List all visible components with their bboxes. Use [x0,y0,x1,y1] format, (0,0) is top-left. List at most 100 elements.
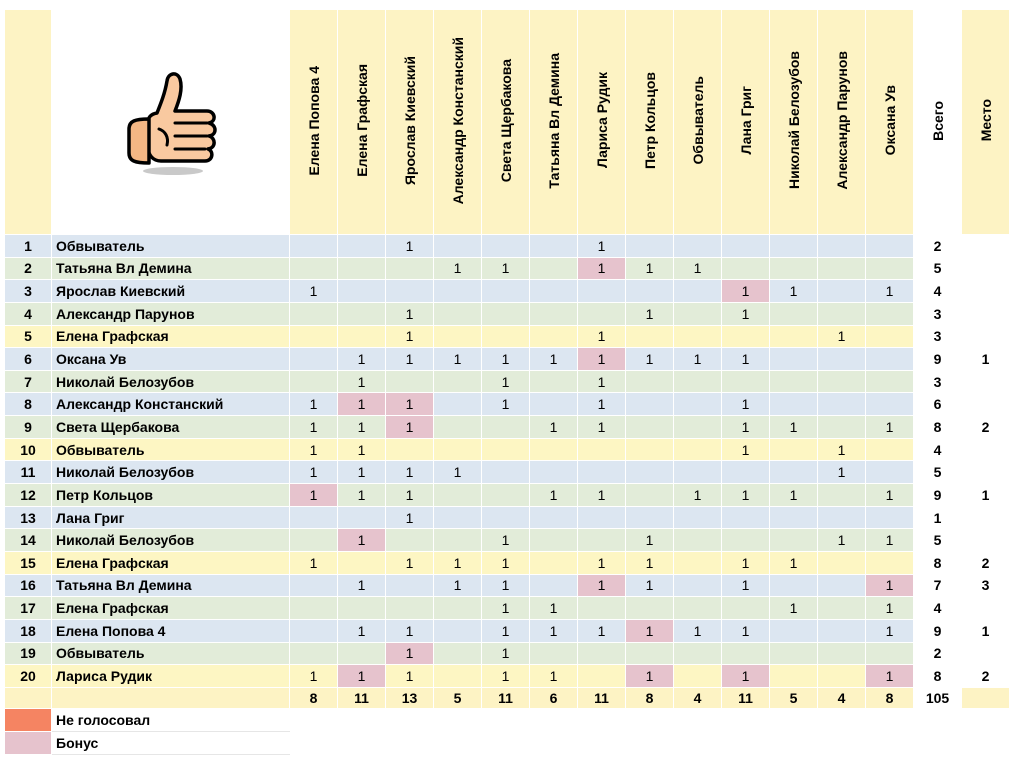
vote-cell: 1 [721,347,770,371]
vote-cell: 1 [673,483,722,507]
row-place: 3 [961,573,1010,598]
vote-cell: 1 [529,415,578,439]
vote-cell: 1 [433,256,482,281]
vote-cell: 1 [289,415,338,439]
vote-cell [433,279,482,303]
vote-cell [385,256,434,281]
vote-cell: 1 [481,369,530,394]
vote-cell [433,234,482,258]
vote-cell: 1 [385,392,434,417]
row-name: Обвыватель [51,641,290,666]
row-name: Николай Белозубов [51,528,290,552]
legend-swatch [4,730,52,755]
vote-cell: 1 [673,347,722,371]
vote-cell: 1 [481,641,530,666]
vote-cell [817,256,866,281]
row-name: Ярослав Киевский [51,279,290,303]
vote-cell [481,437,530,462]
vote-cell [481,234,530,258]
vote-cell: 1 [721,483,770,507]
vote-cell: 1 [865,483,914,507]
vote-cell: 1 [865,279,914,303]
row-number: 17 [4,596,52,620]
vote-cell: 1 [529,596,578,620]
vote-cell: 1 [721,279,770,303]
vote-cell [865,437,914,462]
legend-row: Бонус [4,730,1010,755]
vote-cell [481,301,530,326]
vote-cell [385,596,434,620]
vote-cell: 1 [625,347,674,371]
column-header: Света Щербакова [481,9,530,235]
vote-cell [721,324,770,349]
vote-cell [673,392,722,417]
vote-cell [769,324,818,349]
vote-cell [865,324,914,349]
column-header-label: Елена Графская [353,64,370,177]
vote-cell: 1 [385,324,434,349]
row-total: 8 [913,550,962,575]
vote-cell [337,279,386,303]
row-place [961,369,1010,394]
vote-cell [385,528,434,552]
vote-cell: 1 [289,392,338,417]
vote-cell [673,324,722,349]
vote-cell [625,483,674,507]
row-total: 3 [913,369,962,394]
vote-cell: 1 [337,460,386,485]
legend-label: Не голосовал [51,707,290,732]
row-name: Света Щербакова [51,415,290,439]
vote-cell [769,369,818,394]
vote-cell: 1 [481,664,530,688]
table-row: 12 Петр Кольцов 1 1 1 1 1 1 1 1 1 9 1 [4,483,1010,507]
vote-cell [577,528,626,552]
column-header-label: Елена Попова 4 [305,65,322,176]
vote-cell: 1 [481,347,530,371]
column-header: Ярослав Киевский [385,9,434,235]
vote-cell: 1 [625,301,674,326]
vote-cell: 1 [481,573,530,598]
row-total: 9 [913,618,962,643]
column-header-label: Николай Белозубов [785,51,802,190]
vote-cell: 1 [577,415,626,439]
vote-cell [289,369,338,394]
vote-cell: 1 [769,483,818,507]
legend-label: Бонус [51,730,290,755]
voting-table: Елена Попова 4 Елена Графская Ярослав Киев… [4,9,1010,755]
vote-cell [769,664,818,688]
vote-cell [865,641,914,666]
vote-cell: 1 [385,347,434,371]
column-header-label: Обвыватель [689,76,706,165]
row-total: 5 [913,528,962,552]
table-row: 7 Николай Белозубов 1 1 1 3 [4,369,1010,394]
vote-cell [769,505,818,530]
row-total: 2 [913,641,962,666]
vote-cell: 1 [529,618,578,643]
vote-cell [625,234,674,258]
vote-cell: 1 [577,392,626,417]
column-header-label: Ярослав Киевский [401,55,418,186]
vote-cell [769,618,818,643]
vote-cell [625,279,674,303]
row-number: 11 [4,460,52,485]
column-sum: 11 [481,686,530,709]
vote-cell [481,415,530,439]
vote-cell: 1 [481,550,530,575]
vote-cell [481,460,530,485]
row-place: 1 [961,618,1010,643]
vote-cell [337,301,386,326]
vote-cell: 1 [721,550,770,575]
vote-cell [337,550,386,575]
row-place [961,324,1010,349]
vote-cell [625,324,674,349]
vote-cell [673,664,722,688]
row-place: 2 [961,664,1010,688]
vote-cell [289,528,338,552]
row-place [961,301,1010,326]
row-number: 4 [4,301,52,326]
vote-cell [529,437,578,462]
column-header: Оксана Ув [865,9,914,235]
vote-cell: 1 [577,347,626,371]
vote-cell: 1 [385,664,434,688]
vote-cell: 1 [289,483,338,507]
